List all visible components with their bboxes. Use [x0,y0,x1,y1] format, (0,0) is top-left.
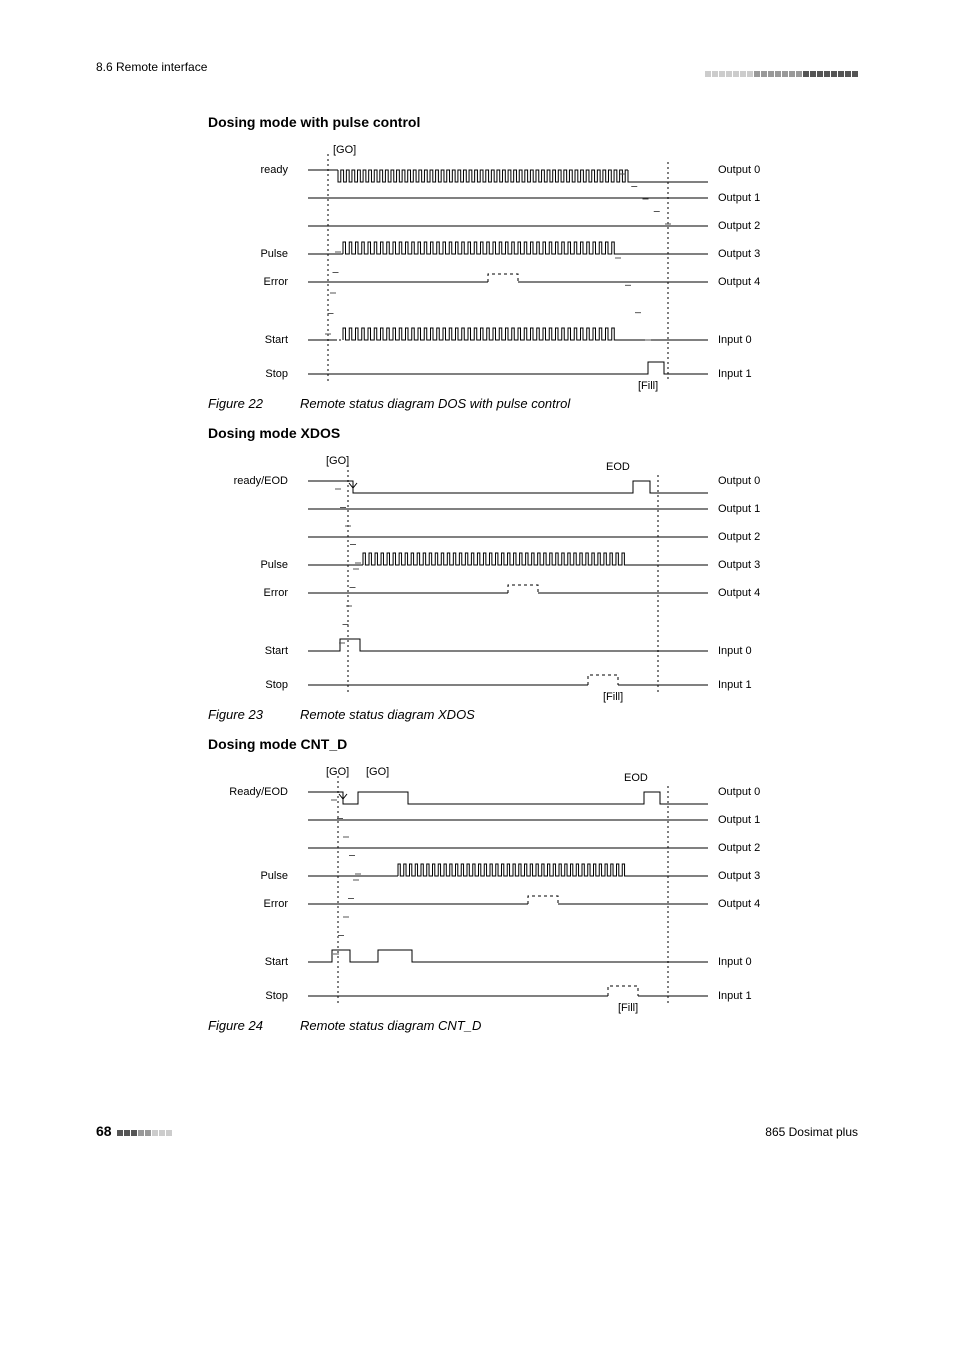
footer-left: 68 [96,1123,172,1141]
go-label: [GO] [326,455,349,467]
fill-label: [Fill] [603,691,623,703]
go-label: [GO] [326,766,349,778]
signal-label-left: Start [265,645,288,657]
fill-label: [Fill] [638,380,658,392]
signal-label-right: Output 3 [718,248,760,260]
fill-label: [Fill] [618,1002,638,1014]
timing-diagram: ready Pulse Error Start Stop Output 0 Output 1… [208,134,768,394]
signal-label-right: Output 1 [718,192,760,204]
figure-caption: Figure 22Remote status diagram DOS with … [208,396,834,411]
signal-label-right: Input 1 [718,990,752,1002]
signal-label-left: Start [265,956,288,968]
header-dashes [704,64,858,70]
signal-label-left: Pulse [260,248,288,260]
diagram-heading: Dosing mode with pulse control [208,114,834,130]
figure-text: Remote status diagram CNT_D [300,1018,481,1033]
signal-label-right: Input 1 [718,679,752,691]
signal-label-right: Output 4 [718,587,760,599]
eod-label: EOD [606,461,630,473]
figure-caption: Figure 24Remote status diagram CNT_D [208,1018,834,1033]
signal-label-left: Stop [265,990,288,1002]
signal-label-left: Error [264,276,288,288]
page-footer: 68 865 Dosimat plus [0,1123,954,1141]
signal-label-right: Output 0 [718,475,760,487]
signal-label-right: Input 0 [718,645,752,657]
signal-label-right: Output 0 [718,786,760,798]
page-number: 68 [96,1123,112,1139]
product-name: 865 Dosimat plus [765,1125,858,1139]
signal-label-right: Output 2 [718,531,760,543]
signal-label-right: Input 1 [718,368,752,380]
figure-text: Remote status diagram XDOS [300,707,475,722]
signal-label-right: Output 2 [718,842,760,854]
signal-label-left: Error [264,898,288,910]
signal-label-left: Start [265,334,288,346]
signal-label-right: Output 1 [718,814,760,826]
timing-diagram: Ready/EOD Pulse Error Start Stop Output 0 Outp… [208,756,768,1016]
signal-label-left: Pulse [260,870,288,882]
page-header: 8.6 Remote interface [0,60,954,74]
footer-dashes [116,1123,172,1129]
signal-label-left: ready [260,164,288,176]
figure-text: Remote status diagram DOS with pulse con… [300,396,570,411]
eod-label: EOD [624,772,648,784]
signal-label-right: Input 0 [718,956,752,968]
signal-label-left: Stop [265,368,288,380]
signal-label-right: Output 4 [718,898,760,910]
signal-label-right: Output 2 [718,220,760,232]
signal-label-left: Pulse [260,559,288,571]
diagram-heading: Dosing mode CNT_D [208,736,834,752]
section-ref: 8.6 Remote interface [96,60,207,74]
go-label: [GO] [333,144,356,156]
signal-label-right: Output 4 [718,276,760,288]
figure-number: Figure 22 [208,396,300,411]
signal-label-left: Ready/EOD [229,786,288,798]
diagram-heading: Dosing mode XDOS [208,425,834,441]
signal-label-left: Stop [265,679,288,691]
go-label: [GO] [366,766,389,778]
figure-caption: Figure 23Remote status diagram XDOS [208,707,834,722]
signal-label-right: Output 3 [718,870,760,882]
signal-label-left: Error [264,587,288,599]
figure-number: Figure 24 [208,1018,300,1033]
signal-label-right: Output 0 [718,164,760,176]
signal-label-right: Output 1 [718,503,760,515]
signal-label-left: ready/EOD [234,475,288,487]
signal-label-right: Input 0 [718,334,752,346]
timing-diagram: ready/EOD Pulse Error Start Stop Output 0 Outp… [208,445,768,705]
figure-number: Figure 23 [208,707,300,722]
signal-label-right: Output 3 [718,559,760,571]
